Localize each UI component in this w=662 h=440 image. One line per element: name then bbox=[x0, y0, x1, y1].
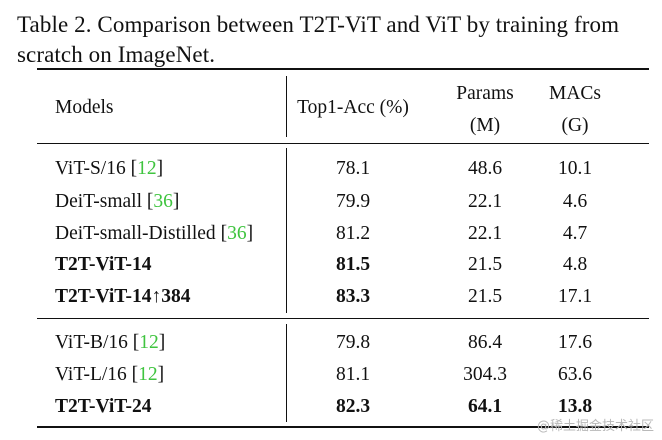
macs-cell: 4.8 bbox=[562, 254, 588, 275]
params-cell: 86.4 bbox=[467, 332, 503, 353]
model-cell: T2T-ViT-14↑384 bbox=[55, 286, 191, 307]
bottom-rule bbox=[37, 426, 649, 428]
model-cell: DeiT-small [36] bbox=[55, 191, 180, 212]
watermark: @稀土掘金技术社区 bbox=[536, 419, 654, 434]
citation-link[interactable]: 12 bbox=[139, 332, 159, 353]
header-params-unit: (M) bbox=[469, 115, 501, 136]
acc-cell: 79.8 bbox=[335, 332, 371, 353]
header-models: Models bbox=[55, 97, 114, 118]
header-rule bbox=[37, 143, 649, 144]
macs-cell: 17.1 bbox=[557, 286, 593, 307]
params-cell: 21.5 bbox=[467, 254, 503, 275]
header-macs-unit: (G) bbox=[561, 115, 589, 136]
macs-cell: 10.1 bbox=[557, 158, 593, 179]
model-cell: T2T-ViT-24 bbox=[55, 396, 152, 417]
header-acc: Top1-Acc (%) bbox=[297, 97, 409, 118]
acc-cell: 82.3 bbox=[335, 396, 371, 417]
header-vline bbox=[286, 76, 287, 137]
header-params: Params bbox=[456, 83, 514, 104]
acc-cell: 83.3 bbox=[335, 286, 371, 307]
group1-vline bbox=[286, 148, 287, 313]
model-cell: ViT-B/16 [12] bbox=[55, 332, 166, 353]
citation-link[interactable]: 12 bbox=[138, 364, 158, 385]
caption-line-2: scratch on ImageNet. bbox=[17, 42, 216, 67]
model-cell: ViT-S/16 [12] bbox=[55, 158, 164, 179]
acc-cell: 81.1 bbox=[335, 364, 371, 385]
acc-cell: 81.5 bbox=[335, 254, 371, 275]
params-cell: 64.1 bbox=[467, 396, 503, 417]
params-cell: 48.6 bbox=[467, 158, 503, 179]
macs-cell: 13.8 bbox=[557, 396, 593, 417]
group-rule bbox=[37, 318, 649, 319]
acc-cell: 78.1 bbox=[335, 158, 371, 179]
macs-cell: 17.6 bbox=[557, 332, 593, 353]
caption-line-1: Table 2. Comparison between T2T-ViT and … bbox=[17, 12, 620, 37]
model-cell: T2T-ViT-14 bbox=[55, 254, 152, 275]
macs-cell: 4.7 bbox=[562, 223, 588, 244]
model-cell: ViT-L/16 [12] bbox=[55, 364, 165, 385]
params-cell: 304.3 bbox=[463, 364, 507, 385]
table-caption: Table 2. Comparison between T2T-ViT and … bbox=[17, 10, 657, 70]
macs-cell: 63.6 bbox=[557, 364, 593, 385]
model-cell: DeiT-small-Distilled [36] bbox=[55, 223, 254, 244]
params-cell: 21.5 bbox=[467, 286, 503, 307]
citation-link[interactable]: 12 bbox=[137, 158, 157, 179]
params-cell: 22.1 bbox=[467, 223, 503, 244]
acc-cell: 79.9 bbox=[335, 191, 371, 212]
params-cell: 22.1 bbox=[467, 191, 503, 212]
top-rule bbox=[37, 68, 649, 70]
citation-link[interactable]: 36 bbox=[153, 191, 173, 212]
acc-cell: 81.2 bbox=[335, 223, 371, 244]
macs-cell: 4.6 bbox=[562, 191, 588, 212]
header-macs: MACs bbox=[548, 83, 602, 104]
group2-vline bbox=[286, 324, 287, 422]
citation-link[interactable]: 36 bbox=[227, 223, 247, 244]
